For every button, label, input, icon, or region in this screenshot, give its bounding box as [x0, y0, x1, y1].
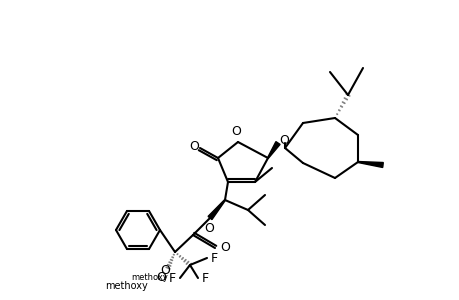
Text: O: O	[156, 271, 166, 284]
Polygon shape	[207, 200, 225, 220]
Text: O: O	[230, 125, 241, 138]
Text: O: O	[279, 134, 288, 146]
Text: F: F	[202, 272, 209, 284]
Polygon shape	[357, 161, 382, 167]
Polygon shape	[267, 142, 280, 158]
Text: O: O	[160, 263, 169, 277]
Text: methoxy: methoxy	[105, 281, 148, 291]
Text: O: O	[219, 242, 230, 254]
Text: O: O	[204, 222, 213, 235]
Text: F: F	[168, 272, 176, 284]
Text: methoxy: methoxy	[131, 274, 168, 283]
Text: O: O	[189, 140, 198, 152]
Text: F: F	[211, 251, 218, 265]
